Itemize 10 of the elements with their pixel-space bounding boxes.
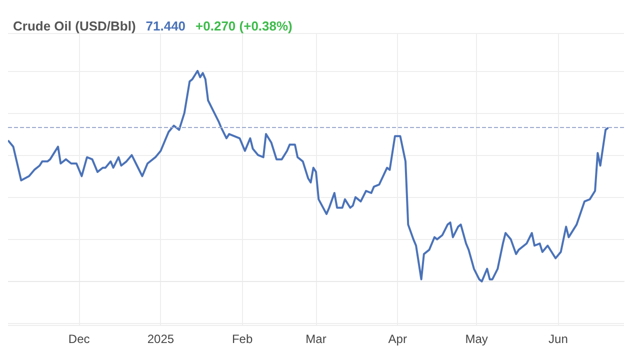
x-tick-label: Apr <box>388 332 407 346</box>
x-tick-label: Feb <box>232 332 253 346</box>
x-tick-label: 2025 <box>147 332 174 346</box>
x-tick-label: Dec <box>68 332 90 346</box>
x-tick-label: Jun <box>548 332 568 346</box>
x-tick-label: May <box>465 332 488 346</box>
chart-title: Crude Oil (USD/Bbl) <box>13 18 136 34</box>
text: 71.440 <box>146 18 186 34</box>
text: +0.270 (+0.38%) <box>196 18 292 34</box>
x-tick-label: Mar <box>306 332 326 346</box>
